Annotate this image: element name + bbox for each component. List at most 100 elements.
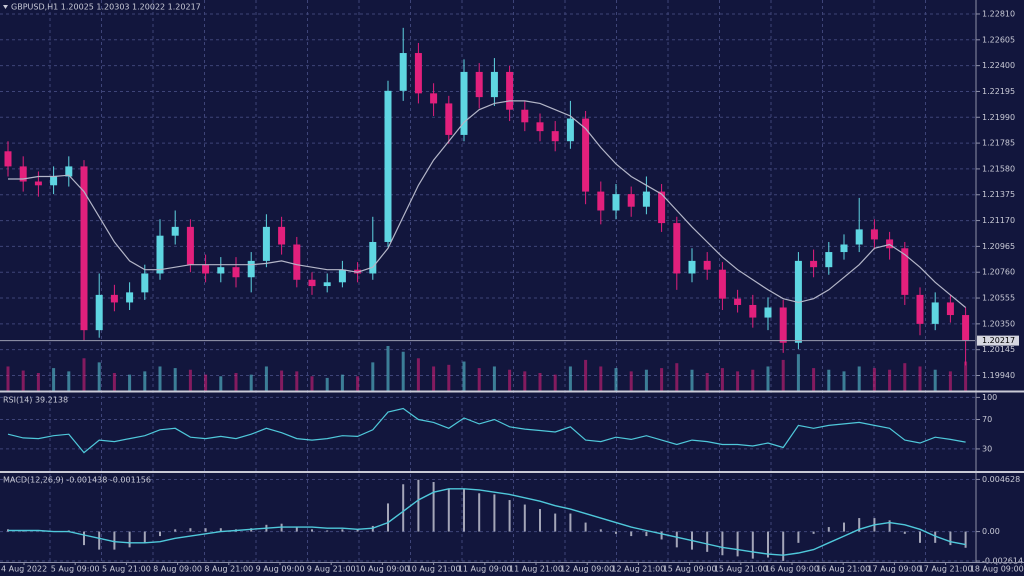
time-label: 17 Aug 09:00	[867, 565, 921, 574]
candle-body	[825, 252, 833, 268]
candle-body	[810, 260, 818, 268]
time-label: 15 Aug 21:00	[714, 565, 768, 574]
macd-histogram-bar	[402, 484, 405, 532]
macd-histogram-bar	[949, 531, 952, 546]
volume-bar	[264, 366, 268, 391]
macd-histogram-bar	[204, 528, 207, 532]
volume-bar	[204, 374, 208, 391]
candle-body	[141, 273, 149, 293]
macd-histogram-bar	[827, 527, 830, 532]
volume-bar	[796, 354, 800, 391]
macd-histogram-bar	[554, 513, 557, 532]
candle-body	[521, 109, 529, 123]
volume-bar	[857, 366, 861, 391]
macd-histogram-bar	[219, 528, 222, 532]
volume-bar	[325, 377, 329, 391]
time-label: 12 Aug 21:00	[611, 565, 665, 574]
macd-histogram-bar	[417, 479, 420, 532]
candle-body	[551, 131, 559, 142]
volume-bar	[112, 373, 116, 391]
volume-bar	[143, 371, 147, 391]
macd-histogram-bar	[843, 522, 845, 532]
candle-body	[870, 229, 878, 240]
macd-histogram-bar	[432, 482, 435, 532]
volume-bar	[67, 371, 71, 391]
macd-histogram-bar	[387, 503, 389, 532]
y-tick-label: 1.22810	[982, 9, 1015, 18]
macd-histogram-bar	[767, 531, 769, 558]
y-tick-label: 1.20350	[982, 319, 1015, 328]
volume-bar	[538, 373, 542, 391]
time-label: 17 Aug 21:00	[919, 565, 973, 574]
volume-bar	[599, 366, 603, 391]
volume-bar	[447, 364, 451, 391]
candle-body	[506, 71, 514, 110]
y-tick-label: 0.00	[982, 527, 1000, 536]
candle-body	[217, 267, 225, 274]
time-label: 8 Aug 09:00	[153, 565, 202, 574]
y-tick-label: 1.22605	[982, 35, 1015, 44]
time-label: 9 Aug 21:00	[307, 565, 356, 574]
rsi-title: RSI(14) 39.2138	[3, 396, 68, 405]
macd-histogram-bar	[599, 529, 602, 532]
candle-body	[734, 298, 742, 305]
y-tick-label: 70	[982, 415, 992, 424]
y-tick-label: 1.19940	[982, 371, 1015, 380]
candle-body	[703, 260, 711, 270]
macd-histogram-bar	[356, 529, 359, 532]
macd-histogram-bar	[858, 518, 861, 532]
y-tick-label: 1.21580	[982, 164, 1015, 173]
volume-bar	[219, 376, 223, 391]
candle-body	[642, 191, 650, 207]
volume-bar	[462, 361, 466, 391]
volume-bar	[568, 366, 572, 391]
volume-bar	[766, 366, 770, 391]
volume-bar	[933, 369, 937, 391]
volume-bar	[508, 369, 512, 391]
candle-body	[718, 269, 726, 299]
candle-body	[475, 71, 483, 98]
time-label: 16 Aug 21:00	[816, 565, 870, 574]
volume-bar	[675, 363, 679, 391]
macd-histogram-bar	[478, 493, 481, 532]
macd-histogram-bar	[782, 531, 785, 561]
volume-bar	[492, 366, 496, 391]
candle-body	[262, 226, 270, 261]
macd-histogram-bar	[174, 529, 177, 532]
volume-bar	[128, 374, 132, 391]
candle-body	[612, 194, 620, 211]
y-tick-label: 1.20555	[982, 294, 1015, 303]
macd-histogram-bar	[675, 531, 678, 548]
macd-signal-line	[8, 488, 966, 556]
time-label: 15 Aug 09:00	[663, 565, 717, 574]
volume-bar	[158, 366, 162, 391]
y-tick-label: 1.20965	[982, 242, 1015, 251]
candle-body	[384, 90, 392, 242]
volume-bar	[812, 368, 816, 391]
volume-bar	[523, 371, 527, 391]
candle-body	[95, 294, 103, 331]
time-label: 18 Aug 09:00	[970, 565, 1024, 574]
volume-bar	[918, 366, 922, 391]
macd-histogram-bar	[615, 531, 617, 534]
volume-bar	[720, 368, 724, 391]
macd-histogram-bar	[630, 531, 633, 537]
volume-bar	[842, 371, 846, 391]
candle-body	[749, 304, 757, 318]
volume-bar	[386, 346, 390, 391]
macd-histogram-bar	[721, 531, 724, 556]
volume-bar	[477, 368, 481, 391]
last-price-label: 1.20217	[982, 336, 1015, 345]
volume-bar	[82, 358, 86, 391]
symbol-menu-arrow[interactable]	[3, 5, 8, 9]
macd-histogram-bar	[113, 531, 116, 550]
volume-bar	[356, 376, 360, 391]
volume-bar	[827, 369, 831, 391]
volume-bar	[6, 366, 10, 391]
volume-bar	[401, 351, 405, 391]
volume-bar	[52, 368, 56, 391]
grid-layer	[0, 0, 980, 562]
y-tick-label: 1.22400	[982, 61, 1015, 70]
candle-body	[80, 166, 88, 331]
volume-bar	[888, 369, 892, 391]
